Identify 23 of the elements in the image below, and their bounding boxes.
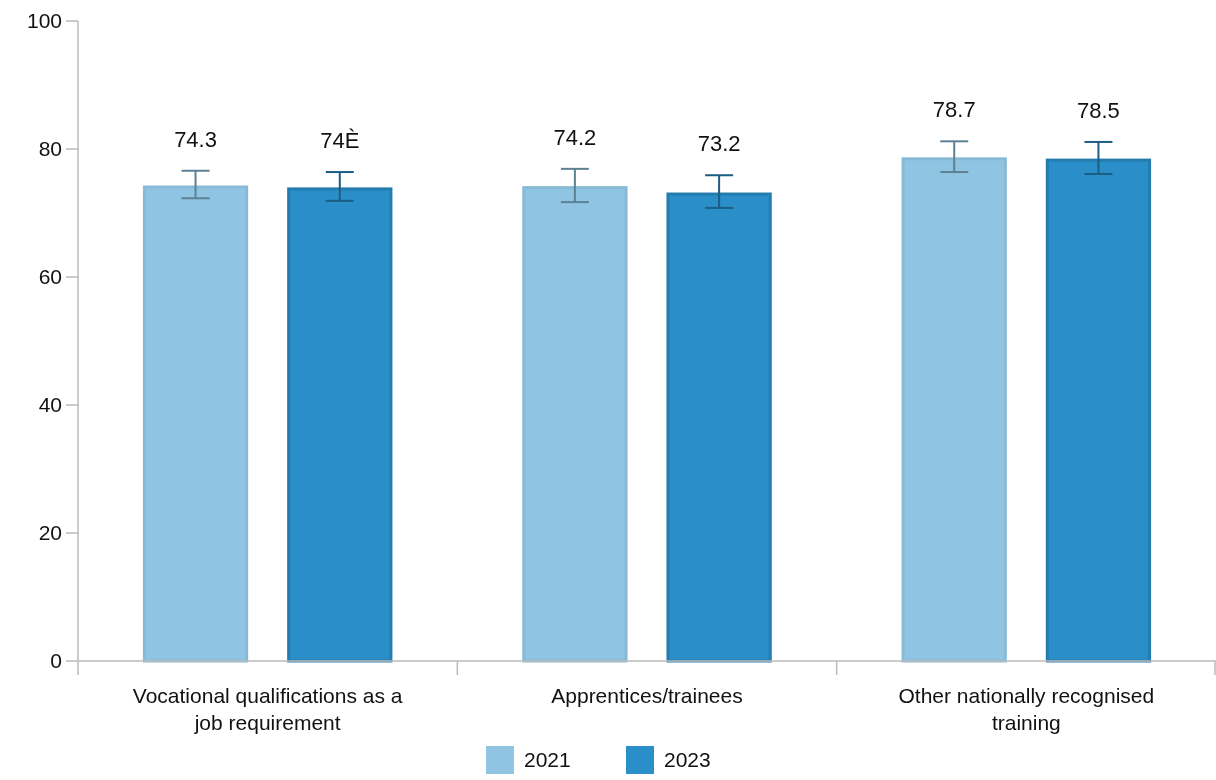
- x-tick-label: Apprentices/trainees: [551, 684, 743, 707]
- bar: [666, 192, 772, 663]
- bar: [142, 185, 249, 663]
- x-tick-label: Other nationally recognised training: [898, 684, 1155, 734]
- y-tick-label: 40: [38, 393, 62, 417]
- data-label: 74.3: [174, 126, 217, 152]
- y-tick-label: 20: [38, 521, 62, 545]
- bar: [901, 157, 1007, 663]
- data-label: 73.2: [697, 131, 741, 157]
- data-label: 78.5: [1077, 97, 1120, 123]
- y-tick-label: 80: [38, 137, 62, 161]
- legend-label: 2023: [664, 748, 711, 772]
- data-label: 74È: [320, 128, 360, 154]
- y-tick-label: 0: [50, 649, 62, 673]
- data-label: 78.7: [932, 97, 976, 123]
- bar: [1045, 158, 1152, 663]
- y-tick-label: 60: [38, 265, 62, 289]
- bar: [287, 187, 393, 663]
- bar: [522, 186, 628, 663]
- legend-label: 2021: [524, 748, 571, 772]
- y-tick-label: 100: [26, 9, 62, 33]
- data-label: 74.2: [553, 124, 597, 150]
- x-tick-label: Vocational qualifications as a job requirement: [132, 684, 403, 734]
